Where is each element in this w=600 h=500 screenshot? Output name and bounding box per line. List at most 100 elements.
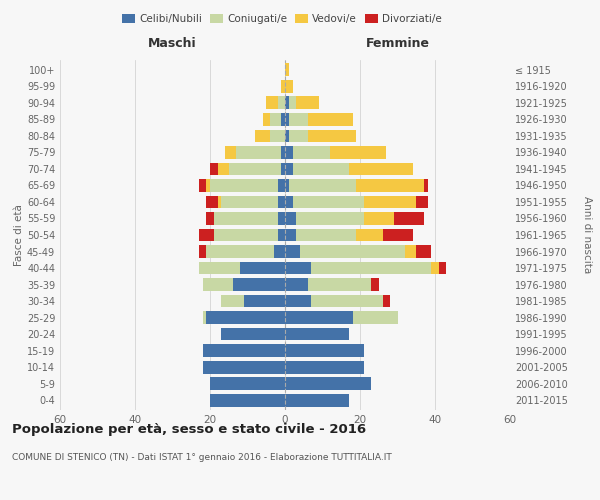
Bar bbox=[270, 130, 285, 142]
Bar bbox=[277, 228, 285, 241]
Bar bbox=[285, 80, 293, 93]
Bar bbox=[277, 179, 285, 192]
Bar bbox=[308, 113, 353, 126]
Bar bbox=[431, 262, 439, 274]
Bar bbox=[285, 262, 311, 274]
Text: Maschi: Maschi bbox=[148, 37, 197, 50]
Bar bbox=[330, 146, 386, 159]
Bar bbox=[281, 162, 285, 175]
Bar bbox=[229, 162, 281, 175]
Bar bbox=[353, 311, 398, 324]
Bar bbox=[221, 196, 277, 208]
Bar bbox=[300, 245, 405, 258]
Bar bbox=[285, 96, 289, 110]
Bar bbox=[289, 179, 356, 192]
Bar bbox=[285, 228, 296, 241]
Bar bbox=[285, 294, 311, 308]
Bar bbox=[210, 377, 285, 390]
Bar bbox=[203, 311, 206, 324]
Bar bbox=[255, 130, 270, 142]
Bar bbox=[270, 113, 281, 126]
Bar bbox=[281, 80, 285, 93]
Bar bbox=[293, 196, 364, 208]
Bar bbox=[371, 278, 379, 291]
Bar bbox=[285, 245, 300, 258]
Legend: Celibi/Nubili, Coniugati/e, Vedovi/e, Divorziati/e: Celibi/Nubili, Coniugati/e, Vedovi/e, Di… bbox=[118, 10, 446, 29]
Bar bbox=[206, 245, 274, 258]
Bar bbox=[356, 179, 424, 192]
Bar bbox=[405, 245, 416, 258]
Text: Popolazione per età, sesso e stato civile - 2016: Popolazione per età, sesso e stato civil… bbox=[12, 422, 366, 436]
Bar bbox=[203, 344, 285, 357]
Text: Femmine: Femmine bbox=[365, 37, 430, 50]
Bar bbox=[203, 360, 285, 374]
Bar bbox=[199, 245, 206, 258]
Bar bbox=[349, 162, 413, 175]
Bar bbox=[293, 146, 330, 159]
Bar bbox=[383, 294, 390, 308]
Bar bbox=[285, 162, 293, 175]
Bar bbox=[236, 146, 281, 159]
Bar bbox=[210, 179, 277, 192]
Bar bbox=[285, 278, 308, 291]
Bar bbox=[199, 179, 206, 192]
Bar bbox=[199, 262, 240, 274]
Bar bbox=[285, 130, 289, 142]
Bar bbox=[281, 146, 285, 159]
Bar bbox=[296, 96, 319, 110]
Bar bbox=[266, 96, 277, 110]
Bar bbox=[289, 113, 308, 126]
Y-axis label: Anni di nascita: Anni di nascita bbox=[581, 196, 592, 274]
Bar bbox=[289, 96, 296, 110]
Bar bbox=[214, 228, 277, 241]
Bar bbox=[221, 294, 244, 308]
Bar bbox=[285, 146, 293, 159]
Bar bbox=[289, 130, 308, 142]
Bar bbox=[199, 228, 214, 241]
Bar bbox=[285, 377, 371, 390]
Bar bbox=[218, 162, 229, 175]
Bar bbox=[203, 278, 233, 291]
Bar bbox=[394, 212, 424, 225]
Bar bbox=[285, 179, 289, 192]
Bar bbox=[285, 344, 364, 357]
Bar bbox=[356, 228, 383, 241]
Text: COMUNE DI STENICO (TN) - Dati ISTAT 1° gennaio 2016 - Elaborazione TUTTITALIA.IT: COMUNE DI STENICO (TN) - Dati ISTAT 1° g… bbox=[12, 452, 392, 462]
Bar bbox=[383, 228, 413, 241]
Bar bbox=[277, 212, 285, 225]
Bar bbox=[424, 179, 427, 192]
Bar bbox=[296, 212, 364, 225]
Bar bbox=[218, 196, 221, 208]
Bar bbox=[285, 196, 293, 208]
Bar bbox=[221, 328, 285, 340]
Bar bbox=[364, 196, 416, 208]
Bar bbox=[244, 294, 285, 308]
Bar bbox=[416, 196, 427, 208]
Bar bbox=[311, 262, 431, 274]
Bar bbox=[416, 245, 431, 258]
Bar bbox=[240, 262, 285, 274]
Bar bbox=[293, 162, 349, 175]
Bar bbox=[285, 64, 289, 76]
Bar bbox=[206, 311, 285, 324]
Bar bbox=[274, 245, 285, 258]
Bar bbox=[285, 113, 289, 126]
Bar bbox=[308, 278, 371, 291]
Bar bbox=[206, 179, 210, 192]
Bar bbox=[210, 162, 218, 175]
Bar bbox=[311, 294, 383, 308]
Bar bbox=[263, 113, 270, 126]
Bar bbox=[233, 278, 285, 291]
Bar bbox=[364, 212, 394, 225]
Bar bbox=[439, 262, 446, 274]
Bar bbox=[210, 394, 285, 406]
Bar bbox=[285, 394, 349, 406]
Bar bbox=[214, 212, 277, 225]
Bar bbox=[281, 113, 285, 126]
Bar bbox=[296, 228, 356, 241]
Bar bbox=[285, 360, 364, 374]
Bar bbox=[285, 311, 353, 324]
Y-axis label: Fasce di età: Fasce di età bbox=[14, 204, 24, 266]
Bar bbox=[277, 96, 285, 110]
Bar bbox=[277, 196, 285, 208]
